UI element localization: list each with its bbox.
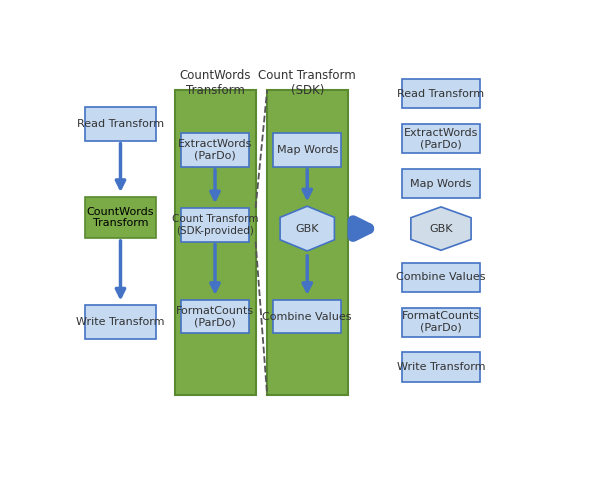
FancyBboxPatch shape (402, 308, 480, 337)
Text: FormatCounts
(ParDo): FormatCounts (ParDo) (176, 306, 254, 328)
Text: Combine Values: Combine Values (262, 312, 352, 322)
Text: ExtractWords
(ParDo): ExtractWords (ParDo) (404, 128, 478, 150)
Text: Map Words: Map Words (277, 145, 338, 155)
Text: Read Transform: Read Transform (397, 89, 484, 99)
Text: GBK: GBK (429, 224, 453, 234)
FancyBboxPatch shape (181, 208, 249, 242)
Text: Map Words: Map Words (411, 179, 472, 189)
FancyBboxPatch shape (273, 133, 342, 167)
FancyBboxPatch shape (84, 197, 156, 238)
FancyBboxPatch shape (175, 90, 256, 395)
Text: Count Transform
(SDK): Count Transform (SDK) (258, 69, 356, 97)
Text: Read Transform: Read Transform (77, 119, 164, 129)
FancyBboxPatch shape (181, 133, 249, 167)
FancyBboxPatch shape (402, 124, 480, 154)
Text: Count Transform
(SDK-provided): Count Transform (SDK-provided) (172, 214, 258, 236)
FancyBboxPatch shape (84, 305, 156, 339)
FancyBboxPatch shape (267, 90, 348, 395)
Polygon shape (280, 206, 334, 251)
Text: CountWords
Transform: CountWords Transform (87, 207, 154, 228)
FancyBboxPatch shape (84, 107, 156, 140)
Text: CountWords
Transform: CountWords Transform (179, 69, 250, 97)
FancyBboxPatch shape (181, 300, 249, 333)
FancyBboxPatch shape (402, 79, 480, 108)
Text: FormatCounts
(ParDo): FormatCounts (ParDo) (402, 312, 480, 333)
Polygon shape (411, 207, 471, 250)
Text: ExtractWords
(ParDo): ExtractWords (ParDo) (178, 139, 252, 161)
FancyBboxPatch shape (402, 262, 480, 292)
FancyBboxPatch shape (402, 169, 480, 198)
FancyBboxPatch shape (273, 300, 342, 333)
Text: Write Transform: Write Transform (76, 317, 165, 327)
Text: Combine Values: Combine Values (396, 272, 486, 282)
FancyBboxPatch shape (402, 352, 480, 382)
Text: GBK: GBK (296, 224, 319, 234)
Text: Write Transform: Write Transform (397, 362, 485, 372)
